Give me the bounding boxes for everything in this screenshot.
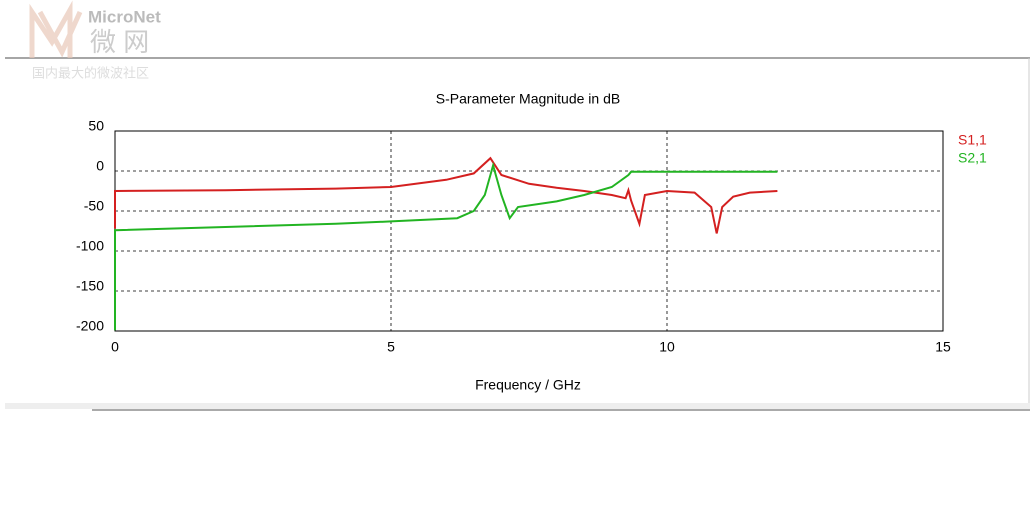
series-line bbox=[114, 161, 778, 331]
y-tick-label: -150 bbox=[76, 278, 104, 294]
x-tick-label: 0 bbox=[111, 339, 119, 355]
x-tick-label: 5 bbox=[387, 339, 395, 355]
y-tick-label: 0 bbox=[96, 158, 104, 174]
legend-label: S1,1 bbox=[958, 132, 987, 148]
x-tick-label: 10 bbox=[659, 339, 675, 355]
watermark-brand-cn: 微 网 bbox=[90, 27, 149, 57]
x-tick-label: 15 bbox=[935, 339, 951, 355]
y-tick-label: -50 bbox=[84, 198, 104, 214]
series-line bbox=[114, 156, 778, 234]
legend-label: S2,1 bbox=[958, 150, 987, 166]
watermark-brand: MicroNet bbox=[88, 7, 161, 26]
watermark-logo bbox=[29, 0, 83, 58]
y-tick-label: -100 bbox=[76, 238, 104, 254]
y-tick-label: -200 bbox=[76, 318, 104, 334]
x-axis-label: Frequency / GHz bbox=[475, 377, 581, 393]
chart-title: S-Parameter Magnitude in dB bbox=[436, 91, 620, 107]
y-tick-label: 50 bbox=[88, 118, 104, 134]
watermark-slogan: 国内最大的微波社区 bbox=[32, 65, 149, 80]
window-bottom-band bbox=[5, 403, 1030, 409]
